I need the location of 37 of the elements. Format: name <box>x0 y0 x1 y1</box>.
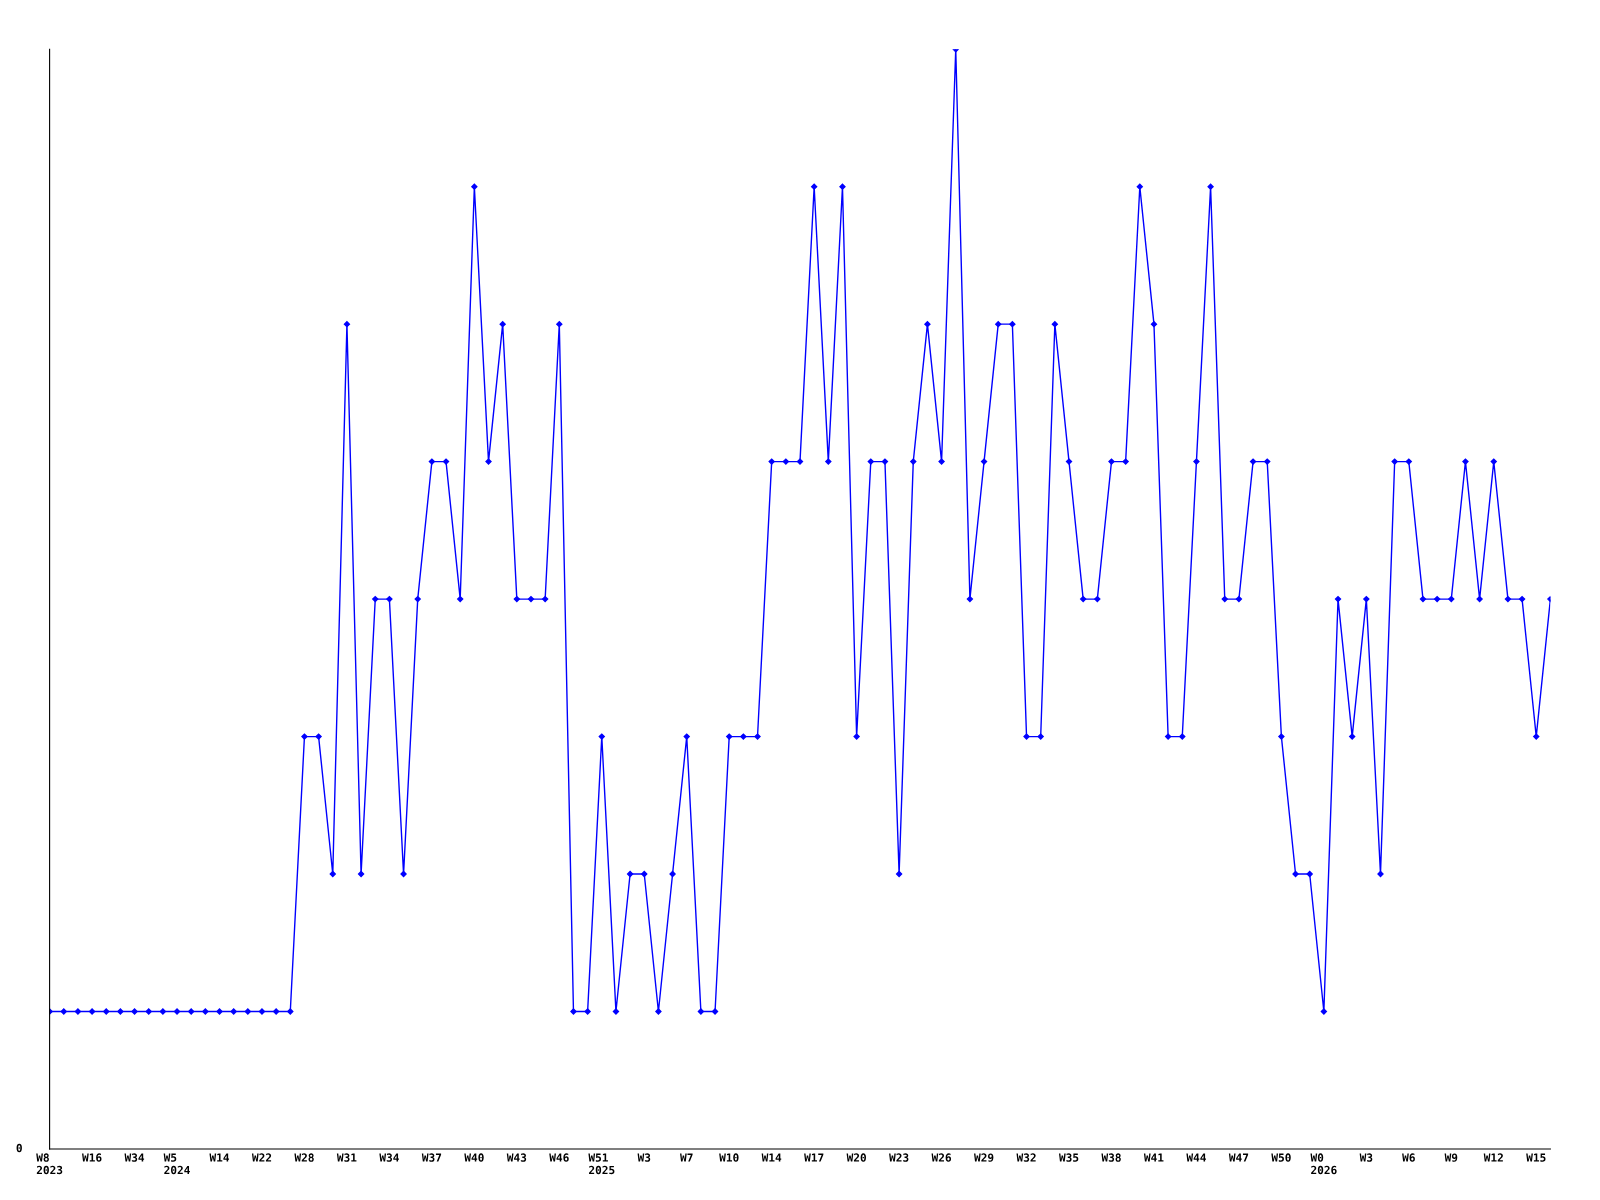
x-tick-label: W8 2023 <box>36 1153 63 1175</box>
x-tick-label: W0 2026 <box>1310 1153 1337 1175</box>
x-tick-label: W41 <box>1143 1153 1164 1162</box>
x-tick-label: W38 <box>1101 1153 1121 1162</box>
x-tick-label: W3 <box>637 1153 651 1162</box>
x-tick-label: W14 <box>209 1153 230 1162</box>
x-tick-label: W16 <box>82 1153 102 1162</box>
x-tick-label: W35 <box>1058 1153 1079 1162</box>
x-tick-label: W5 2024 <box>163 1153 190 1175</box>
x-tick-label: W17 <box>804 1153 824 1162</box>
x-tick-label: W12 <box>1483 1153 1503 1162</box>
x-tick-label: W44 <box>1186 1153 1206 1162</box>
x-tick-label: W23 <box>889 1153 909 1162</box>
x-tick-label: W46 <box>549 1153 569 1162</box>
x-tick-label: W14 <box>761 1153 782 1162</box>
x-tick-label: W15 <box>1526 1153 1546 1162</box>
x-tick-label: W29 <box>974 1153 994 1162</box>
x-tick-label: W7 <box>680 1153 693 1162</box>
x-tick-label: W3 <box>1359 1153 1373 1162</box>
x-tick-label: W31 <box>336 1153 357 1162</box>
x-tick-label: W34 <box>124 1153 145 1162</box>
x-tick-label: W9 <box>1444 1153 1458 1162</box>
x-tick-label: W10 <box>719 1153 739 1162</box>
x-tick-label: W20 <box>846 1153 866 1162</box>
text: 0 <box>16 1143 22 1153</box>
x-tick-label: W51 2025 <box>588 1153 615 1175</box>
x-tick-label: W6 <box>1402 1153 1415 1162</box>
x-tick-label: W40 <box>464 1153 484 1162</box>
x-tick-label: W22 <box>251 1153 272 1162</box>
x-tick-label: W50 <box>1271 1153 1291 1162</box>
x-tick-label: W34 <box>379 1153 399 1162</box>
x-tick-label: W32 <box>1016 1153 1036 1162</box>
x-tick-label: W37 <box>421 1153 442 1162</box>
x-tick-label: W28 <box>294 1153 314 1162</box>
x-tick-label: W26 <box>931 1153 952 1162</box>
x-tick-label: W47 <box>1228 1153 1249 1162</box>
x-tick-label: W43 <box>506 1153 527 1162</box>
